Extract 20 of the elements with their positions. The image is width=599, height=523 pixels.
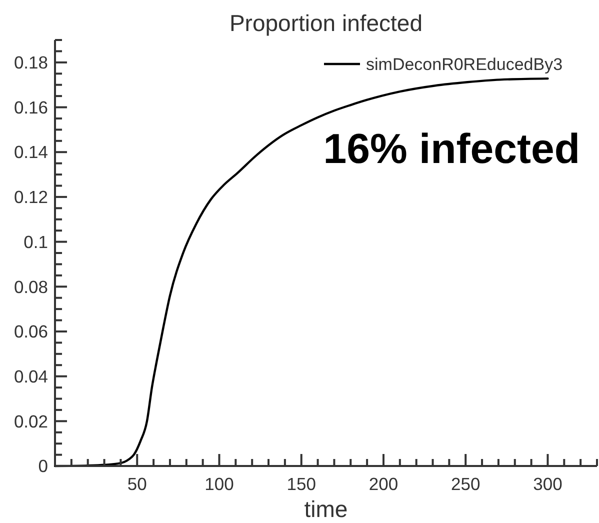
- y-tick-label: 0.08: [14, 276, 48, 297]
- x-tick-label: 200: [368, 474, 398, 494]
- y-tick-label: 0.16: [14, 97, 48, 118]
- x-tick-label: 300: [533, 474, 563, 494]
- chart-title: Proportion infected: [229, 10, 423, 36]
- x-tick-label: 150: [286, 474, 316, 494]
- x-axis-title: time: [304, 496, 348, 522]
- annotation: 16% infected: [323, 125, 580, 172]
- x-tick-label: 100: [204, 474, 234, 494]
- legend-label: simDeconR0REducedBy3: [366, 54, 563, 74]
- y-tick-label: 0.14: [14, 142, 48, 162]
- y-tick-label: 0.06: [14, 322, 48, 342]
- y-tick-label: 0: [38, 456, 48, 476]
- y-tick-label: 0.04: [14, 366, 48, 386]
- x-tick-label: 250: [451, 474, 480, 494]
- y-tick-label: 0.18: [14, 52, 48, 73]
- y-tick-label: 0.12: [14, 187, 48, 208]
- y-tick-label: 0.1: [24, 232, 48, 252]
- x-tick-label: 50: [127, 474, 148, 494]
- y-tick-label: 0.02: [14, 411, 48, 432]
